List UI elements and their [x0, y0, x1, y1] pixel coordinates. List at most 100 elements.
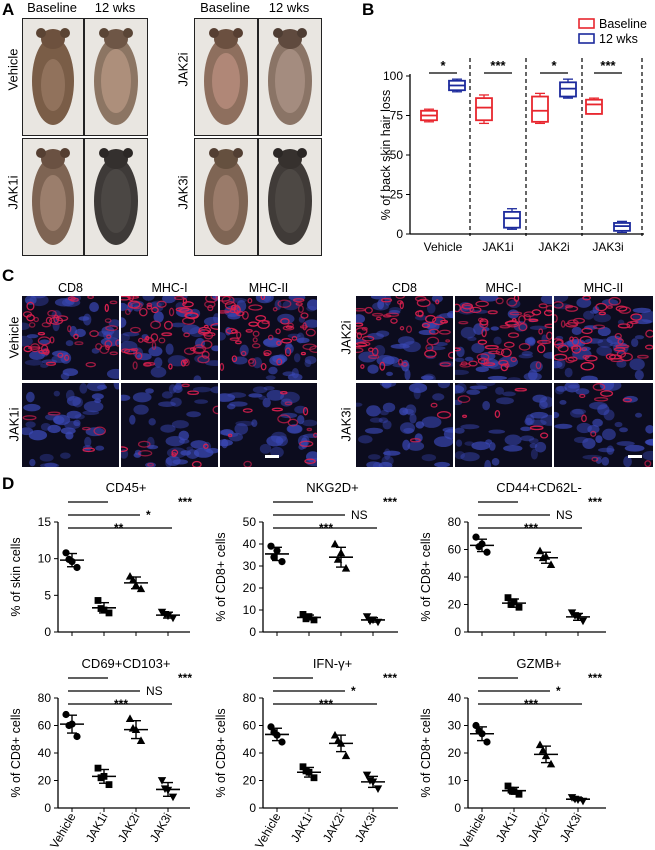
chart-b: 0 25 50 75 100 % of back skin hair loss Vehicl… — [379, 17, 647, 254]
row-label-vehicle: Vehicle — [6, 316, 22, 359]
nucleus — [502, 391, 516, 397]
stain-signal — [89, 330, 99, 338]
nucleus — [603, 409, 615, 421]
stain-signal — [605, 353, 616, 360]
nucleus — [405, 404, 417, 416]
stain-signal — [546, 331, 552, 340]
stain-signal — [606, 305, 613, 309]
col-label-mhc-i: MHC-I — [151, 281, 188, 295]
stain-signal — [220, 362, 225, 372]
nucleus — [598, 447, 615, 453]
stain-signal — [421, 322, 430, 328]
data-point — [507, 601, 515, 608]
stain-signal — [476, 353, 490, 361]
stain-signal — [236, 331, 242, 339]
significance-label: *** — [319, 697, 333, 711]
stain-signal — [538, 328, 544, 335]
data-point — [362, 771, 372, 780]
nucleus — [306, 299, 317, 311]
stain-signal — [22, 415, 37, 421]
data-point — [105, 609, 113, 617]
y-tick-label: 40 — [448, 691, 462, 705]
data-point — [535, 546, 545, 555]
mouse-photo — [22, 18, 84, 136]
stain-signal — [183, 358, 190, 367]
stain-signal — [356, 307, 367, 312]
col-label-mhc-ii: MHC-II — [583, 281, 624, 295]
nucleus — [29, 458, 36, 467]
nucleus — [530, 411, 549, 419]
nucleus — [266, 435, 284, 447]
data-point — [570, 795, 580, 804]
x-tick-label: JAK2i — [538, 240, 569, 254]
data-point — [65, 721, 73, 730]
nucleus — [95, 445, 105, 451]
mouse-photo — [194, 18, 258, 136]
nucleus — [121, 394, 131, 401]
stain-signal — [251, 343, 261, 349]
data-point — [504, 782, 512, 790]
nucleus — [540, 296, 552, 305]
data-point — [131, 580, 141, 589]
micrograph — [22, 296, 119, 380]
stain-signal — [543, 309, 552, 317]
nucleus — [60, 452, 71, 459]
stain-signal — [201, 350, 210, 359]
nucleus — [170, 322, 186, 328]
nucleus — [495, 386, 505, 395]
mouse-photo — [258, 18, 322, 136]
box — [503, 210, 521, 229]
y-tick-label: 25 — [390, 188, 404, 202]
data-point — [168, 614, 178, 623]
nucleus — [26, 334, 39, 339]
nucleus — [455, 439, 463, 447]
y-tick-label: 0 — [249, 801, 256, 815]
stain-signal — [150, 333, 159, 342]
data-point — [362, 613, 372, 621]
y-tick-label: 0 — [454, 625, 461, 639]
nucleus — [91, 393, 104, 400]
nucleus — [455, 369, 469, 376]
y-tick-label: 10 — [243, 603, 257, 617]
stain-signal — [67, 325, 72, 333]
nucleus — [175, 383, 183, 390]
stain-signal — [644, 344, 653, 350]
stain-signal — [287, 322, 294, 329]
stain-signal — [554, 338, 564, 346]
stain-signal — [636, 354, 649, 359]
data-point — [299, 611, 307, 618]
stain-signal — [109, 351, 118, 356]
nucleus — [619, 427, 628, 433]
data-point — [157, 777, 167, 785]
stain-signal — [146, 302, 153, 308]
data-point — [336, 548, 346, 557]
stain-signal — [279, 391, 288, 395]
x-tick-label: JAK1i — [288, 811, 316, 845]
nucleus — [554, 360, 563, 369]
nucleus — [220, 439, 233, 447]
stain-signal — [85, 362, 96, 368]
stain-signal — [582, 354, 590, 360]
stain-signal — [595, 302, 608, 312]
stain-signal — [257, 319, 270, 330]
stain-signal — [300, 312, 309, 319]
nucleus — [390, 343, 410, 349]
data-point — [97, 605, 105, 612]
nucleus — [556, 385, 567, 392]
nucleus — [166, 447, 187, 459]
nucleus — [520, 435, 535, 442]
stain-signal — [592, 383, 606, 391]
nucleus — [150, 366, 167, 378]
stain-signal — [428, 328, 439, 335]
stain-signal — [536, 339, 552, 345]
nucleus — [518, 353, 534, 359]
stain-signal — [171, 449, 179, 456]
stain-signal — [565, 305, 579, 312]
nucleus — [82, 410, 100, 415]
nucleus — [280, 412, 298, 419]
nucleus — [194, 399, 209, 404]
micrograph — [220, 296, 317, 380]
mouse-photo — [22, 138, 84, 256]
nucleus — [639, 311, 653, 323]
stain-signal — [210, 323, 218, 330]
